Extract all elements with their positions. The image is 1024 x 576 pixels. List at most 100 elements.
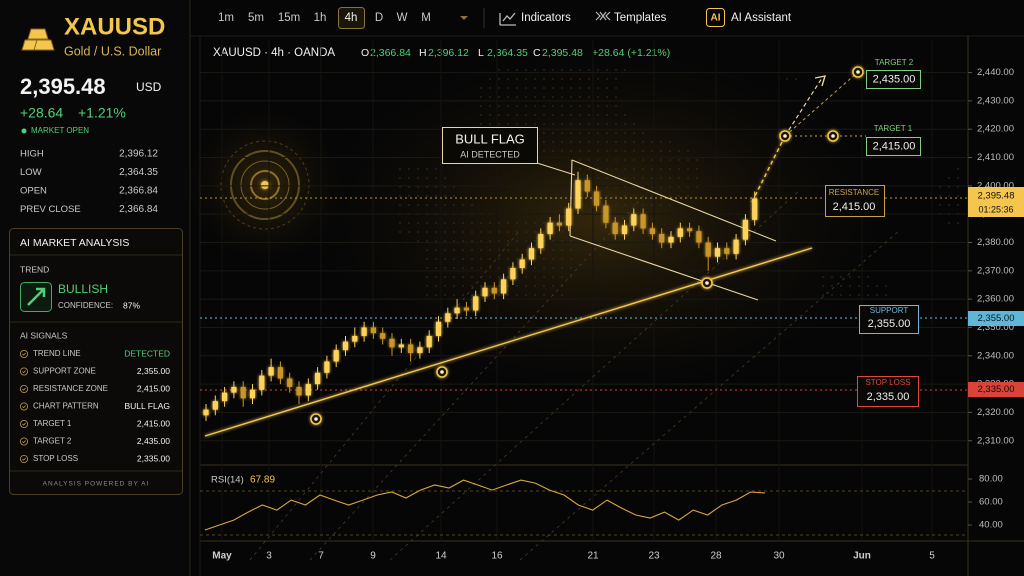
map-dot xyxy=(840,294,842,296)
map-dot xyxy=(696,168,698,170)
interval-button[interactable]: 15m xyxy=(278,12,300,24)
map-dot xyxy=(525,240,527,242)
map-dot xyxy=(606,195,608,197)
candle-body xyxy=(742,219,748,240)
map-dot xyxy=(570,132,572,134)
map-dot xyxy=(606,69,608,71)
y-tick-label: 2,410.00 xyxy=(977,152,1014,163)
map-dot xyxy=(948,204,950,206)
rsi-value: 67.89 xyxy=(250,475,275,486)
map-dot xyxy=(552,276,554,278)
map-dot xyxy=(444,204,446,206)
candle-body xyxy=(473,296,479,311)
map-dot xyxy=(435,222,437,224)
toolbar-button[interactable]: Indicators xyxy=(521,12,571,24)
gold-bar-icon xyxy=(33,39,55,51)
x-tick-label: 7 xyxy=(318,551,324,562)
map-dot xyxy=(642,132,644,134)
check-icon xyxy=(19,437,28,446)
candle-body xyxy=(594,191,600,206)
toolbar-button[interactable]: AI Assistant xyxy=(731,12,792,24)
radar-ring xyxy=(250,170,280,200)
map-dot xyxy=(435,204,437,206)
map-dot xyxy=(426,222,428,224)
map-dot xyxy=(579,123,581,125)
map-dot xyxy=(516,249,518,251)
toolbar-button[interactable]: Templates xyxy=(614,12,667,24)
map-dot xyxy=(525,267,527,269)
candle-body xyxy=(482,287,488,297)
map-dot xyxy=(858,276,860,278)
map-dot xyxy=(570,141,572,143)
y-tick-label: 2,370.00 xyxy=(977,265,1014,276)
map-dot xyxy=(957,168,959,170)
map-dot xyxy=(597,177,599,179)
map-dot xyxy=(831,294,833,296)
ohlc-value: 2,396.12 xyxy=(428,47,469,59)
map-dot xyxy=(678,195,680,197)
change-percent: +1.21% xyxy=(78,105,126,121)
candle-body xyxy=(389,338,395,348)
map-dot xyxy=(525,105,527,107)
map-dot xyxy=(489,240,491,242)
map-dot xyxy=(849,294,851,296)
map-dot xyxy=(507,87,509,89)
interval-button[interactable]: M xyxy=(421,12,431,24)
map-dot xyxy=(462,258,464,260)
map-dot xyxy=(822,285,824,287)
panel-footer: ANALYSIS POWERED BY AI xyxy=(43,481,150,488)
map-dot xyxy=(498,285,500,287)
resistance-label: RESISTANCE xyxy=(829,188,880,197)
map-dot xyxy=(831,276,833,278)
panel-title: AI MARKET ANALYSIS xyxy=(20,237,129,249)
pattern-title: BULL FLAG xyxy=(455,131,525,146)
candle-body xyxy=(342,341,349,351)
price-tag-value: 2,395.48 xyxy=(978,191,1015,202)
map-dot xyxy=(948,186,950,188)
map-dot xyxy=(687,168,689,170)
map-dot xyxy=(867,294,869,296)
map-dot xyxy=(597,87,599,89)
map-dot xyxy=(399,204,401,206)
map-dot xyxy=(570,96,572,98)
interval-button[interactable]: W xyxy=(397,12,408,24)
dropdown-arrow[interactable] xyxy=(460,16,468,20)
interval-button[interactable]: 1m xyxy=(218,12,234,24)
stat-value: 2,366.84 xyxy=(119,204,158,215)
interval-button[interactable]: 5m xyxy=(248,12,264,24)
map-dot xyxy=(660,204,662,206)
map-dot xyxy=(606,78,608,80)
map-dot xyxy=(570,105,572,107)
x-tick-label: 21 xyxy=(587,551,599,562)
y-tick-label: 2,430.00 xyxy=(977,95,1014,106)
map-dot xyxy=(399,186,401,188)
map-dot xyxy=(858,294,860,296)
stop-loss-box xyxy=(857,376,919,407)
map-dot xyxy=(633,168,635,170)
map-dot xyxy=(615,96,617,98)
ai-icon[interactable]: AI xyxy=(711,13,721,24)
candle-body xyxy=(714,248,721,257)
candle-body xyxy=(752,198,758,220)
map-dot xyxy=(606,186,608,188)
radar-ring xyxy=(220,140,310,230)
signal-label: RESISTANCE ZONE xyxy=(33,384,108,393)
map-dot xyxy=(660,150,662,152)
map-dot xyxy=(516,105,518,107)
target-1-label: TARGET 1 xyxy=(874,124,913,133)
map-dot xyxy=(426,186,428,188)
map-dot xyxy=(570,276,572,278)
projection-arrow xyxy=(814,75,827,87)
signal-label: TREND LINE xyxy=(33,349,81,358)
pivot-core xyxy=(856,70,860,74)
interval-button[interactable]: 4h xyxy=(345,12,358,24)
interval-button[interactable]: 1h xyxy=(314,12,327,24)
map-dot xyxy=(480,294,482,296)
map-dot xyxy=(633,177,635,179)
stop-loss-tag xyxy=(968,382,1024,397)
support-value: 2,355.00 xyxy=(868,318,911,330)
interval-button[interactable]: D xyxy=(375,12,383,24)
candle-body xyxy=(696,231,702,243)
map-dot xyxy=(462,276,464,278)
